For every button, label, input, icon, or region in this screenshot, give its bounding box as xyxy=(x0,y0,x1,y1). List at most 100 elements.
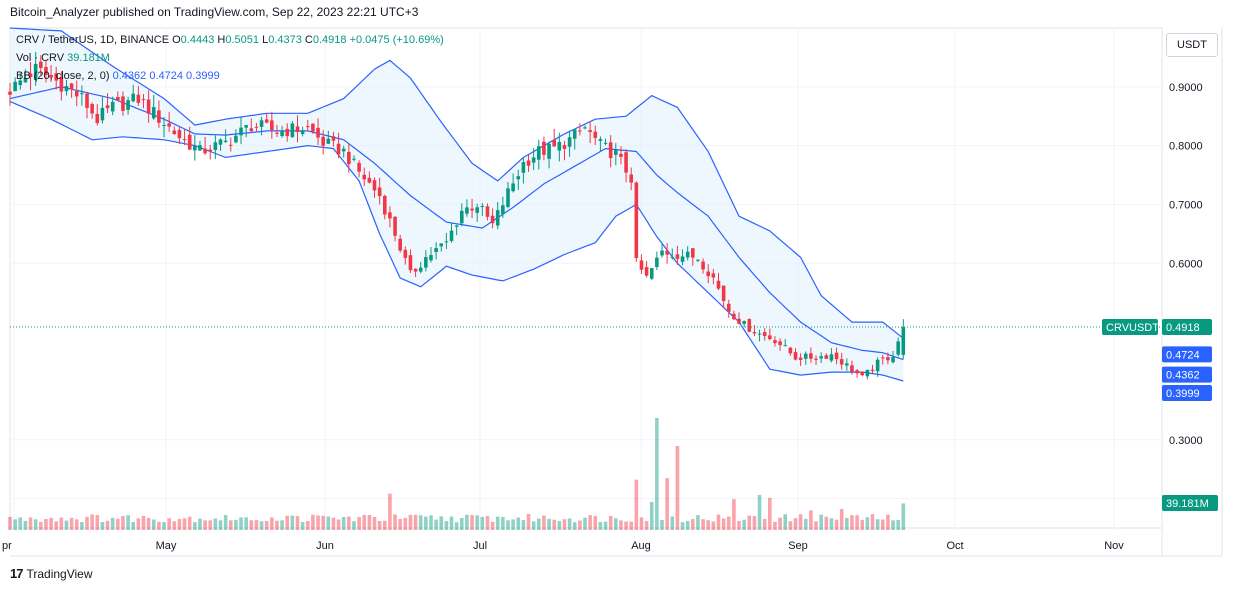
volume-bar xyxy=(316,515,320,530)
candle-body xyxy=(521,162,526,173)
volume-bar xyxy=(706,520,711,530)
candle-body xyxy=(670,256,675,258)
volume-bar xyxy=(228,520,233,530)
candle-body xyxy=(614,150,618,155)
candle-body xyxy=(336,143,341,155)
candle-body xyxy=(388,212,392,219)
volume-bar xyxy=(116,518,120,530)
candle-body xyxy=(239,127,243,136)
volume-bar xyxy=(388,493,392,530)
volume-bar xyxy=(59,517,64,530)
volume-bar xyxy=(701,519,705,530)
candle-body xyxy=(465,207,469,214)
candle-body xyxy=(49,74,53,78)
candle-body xyxy=(377,187,382,197)
volume-bar xyxy=(880,519,885,530)
volume-bar xyxy=(788,521,793,530)
candle-body xyxy=(490,215,495,224)
volume-bar xyxy=(44,518,48,530)
candle-body xyxy=(752,332,757,334)
candle-body xyxy=(824,355,829,359)
volume-bar xyxy=(357,517,361,530)
time-tick-label: Oct xyxy=(946,540,963,552)
candle-body xyxy=(742,321,746,324)
volume-bar xyxy=(495,516,500,530)
candle-body xyxy=(290,123,295,137)
time-tick-label: Aug xyxy=(631,540,651,552)
candle-body xyxy=(773,340,777,344)
volume-bar xyxy=(567,518,572,530)
legend-volume-label: Vol · CRV xyxy=(16,52,65,64)
volume-bar xyxy=(511,519,515,530)
candle-body xyxy=(223,140,228,142)
volume-bar xyxy=(270,517,274,530)
candle-body xyxy=(331,136,336,141)
legend-close-label: C xyxy=(304,34,313,46)
candle-body xyxy=(557,141,562,151)
volume-bar xyxy=(721,518,726,530)
candle-body xyxy=(829,354,834,361)
last-price-tag-bg xyxy=(1162,318,1212,335)
candle-body xyxy=(516,176,521,180)
candle-body xyxy=(136,94,141,103)
legend-volume-value: 39.181M xyxy=(67,52,110,64)
volume-bar xyxy=(39,521,43,530)
volume-bar xyxy=(393,514,397,530)
candle-body xyxy=(44,67,48,75)
volume-bar xyxy=(629,521,634,530)
candle-body xyxy=(146,99,151,114)
candle-body xyxy=(105,105,110,109)
candle-body xyxy=(151,107,156,119)
volume-bar xyxy=(264,520,269,530)
time-tick-label: Jul xyxy=(473,540,487,552)
candle-body xyxy=(865,369,870,377)
candle-body xyxy=(259,120,264,127)
candle-body xyxy=(341,148,346,152)
volume-bar xyxy=(814,521,818,530)
legend-low-label: L xyxy=(262,34,269,46)
volume-bar xyxy=(110,517,115,530)
volume-bar xyxy=(557,521,562,530)
candle-body xyxy=(316,127,320,138)
volume-bar xyxy=(259,521,264,530)
candle-body xyxy=(572,129,577,139)
candle-body xyxy=(116,97,120,101)
volume-bar xyxy=(480,516,485,530)
volume-bar xyxy=(824,516,829,530)
volume-bar xyxy=(13,519,17,530)
volume-bar xyxy=(336,519,341,530)
time-tick-label: Nov xyxy=(1104,540,1124,552)
volume-bar xyxy=(680,522,685,530)
volume-bar xyxy=(465,514,469,530)
volume-bar xyxy=(578,520,582,530)
volume-bar xyxy=(860,520,865,530)
legend-open-label: O xyxy=(172,34,181,46)
candle-body xyxy=(875,359,880,372)
candle-body xyxy=(18,80,23,86)
volume-bar xyxy=(711,521,716,530)
candle-body xyxy=(644,267,649,276)
candle-body xyxy=(408,255,413,271)
volume-bar xyxy=(218,520,223,530)
candle-body xyxy=(870,369,875,371)
candle-body xyxy=(187,134,192,150)
candle-body xyxy=(711,273,716,278)
candle-body xyxy=(480,206,485,208)
candle-body xyxy=(891,357,895,363)
symbol-tag-bg xyxy=(1102,318,1158,335)
volume-bar xyxy=(839,509,844,530)
volume-bar xyxy=(321,515,325,530)
currency-button[interactable]: USDT xyxy=(1166,33,1218,57)
candle-body xyxy=(393,216,397,236)
candle-body xyxy=(141,99,146,101)
legend-change: +0.0475 (+10.69%) xyxy=(349,34,444,46)
candle-body xyxy=(706,271,711,277)
candle-body xyxy=(855,370,859,374)
volume-bar xyxy=(757,495,762,530)
volume-bar xyxy=(603,521,608,530)
volume-bar xyxy=(850,515,854,530)
candle-body xyxy=(100,107,105,121)
bb-basis-tag-bg xyxy=(1162,366,1212,383)
candle-body xyxy=(80,93,84,95)
